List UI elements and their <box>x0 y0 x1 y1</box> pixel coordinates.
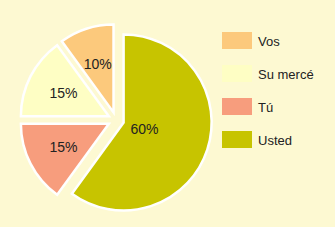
legend-label: Su mercé <box>258 67 314 82</box>
slice <box>72 34 212 210</box>
legend-item: Usted <box>222 131 292 148</box>
data-label: 60% <box>131 121 159 137</box>
data-label: 15% <box>49 85 77 101</box>
data-label: 15% <box>49 139 77 155</box>
legend: Vos Su mercé Tú Usted <box>222 32 314 148</box>
legend-item: Tú <box>222 98 273 115</box>
legend-swatch <box>222 98 252 115</box>
legend-swatch <box>222 65 252 82</box>
pie: 10% 15% 15% 60% <box>21 24 212 210</box>
legend-swatch <box>222 131 252 148</box>
legend-label: Vos <box>258 34 280 49</box>
legend-label: Usted <box>258 133 292 148</box>
chart: 10% 15% 15% 60% Vos Su mercé Tú Usted <box>0 0 335 227</box>
data-label: 10% <box>84 56 112 72</box>
legend-item: Vos <box>222 32 280 49</box>
legend-label: Tú <box>258 100 273 115</box>
background <box>0 0 335 227</box>
legend-item: Su mercé <box>222 65 314 82</box>
legend-swatch <box>222 32 252 49</box>
